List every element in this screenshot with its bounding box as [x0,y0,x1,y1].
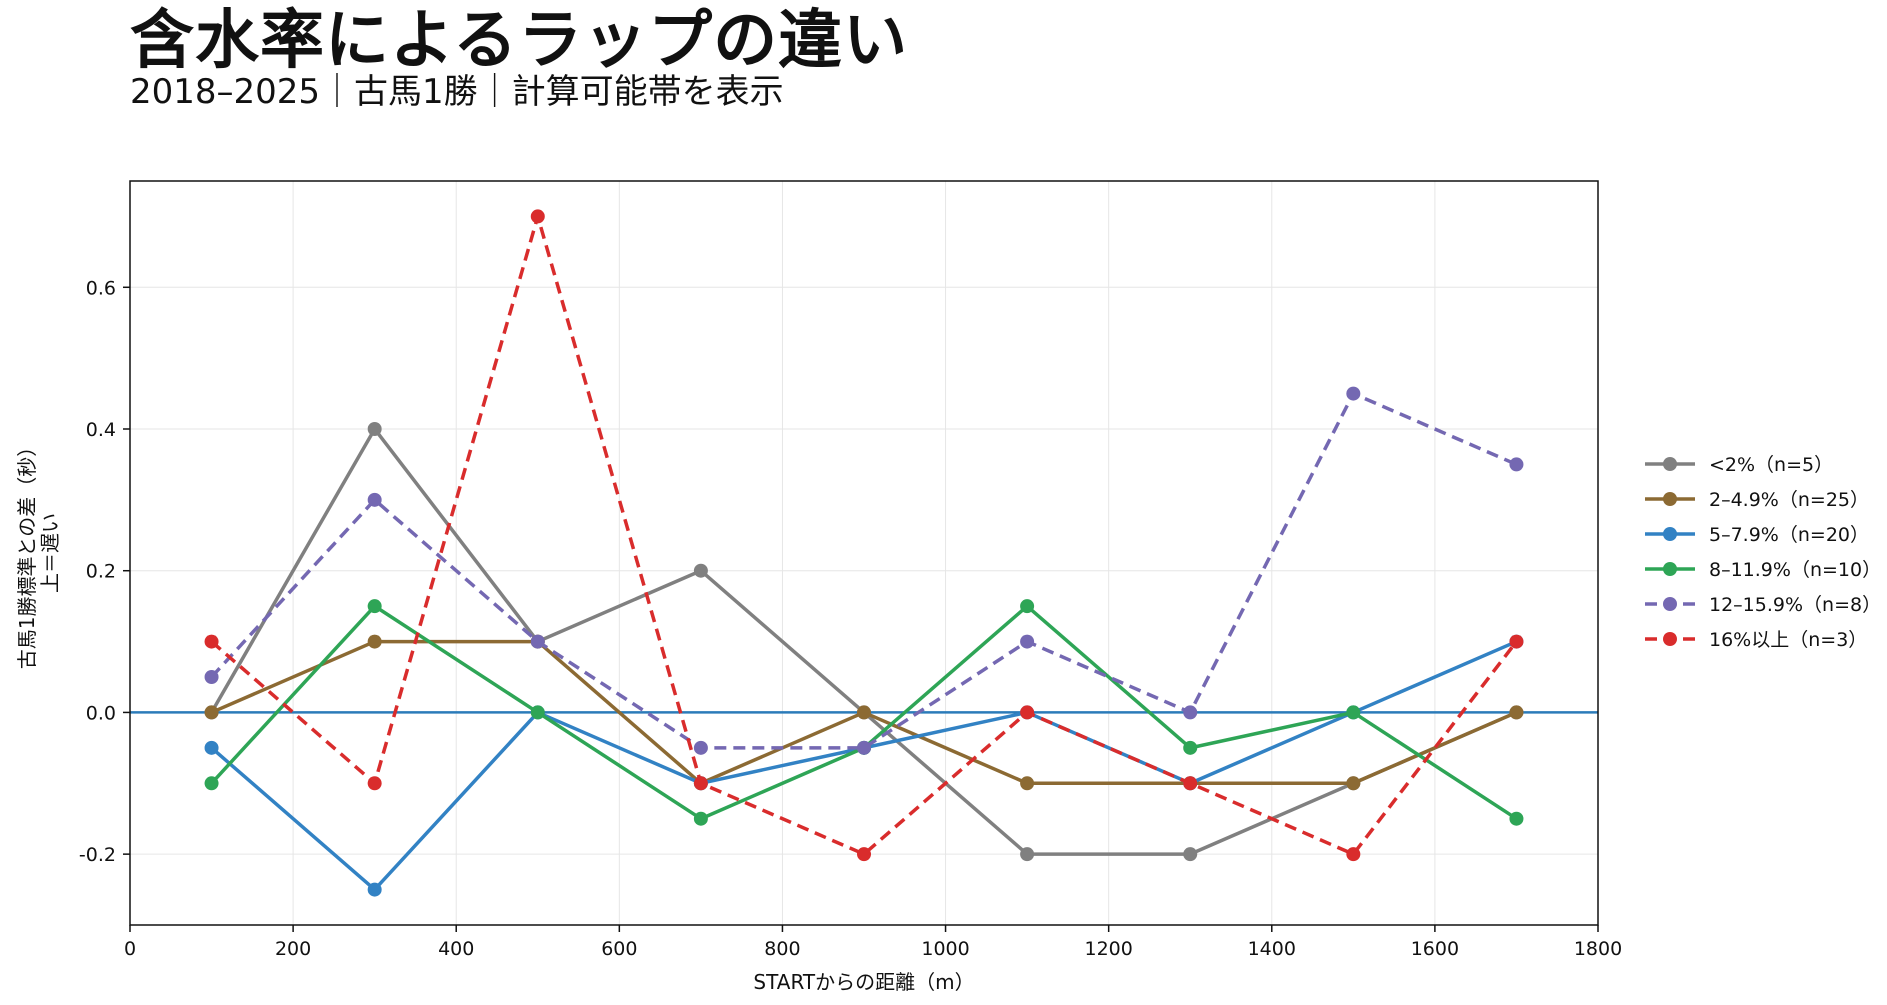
data-point [857,847,871,862]
data-point [1346,386,1361,401]
chart-title: 含水率によるラップの違い [130,4,909,78]
legend-label: 2–4.9%（n=25） [1709,489,1869,511]
data-point [204,670,219,684]
legend-item-2: 5–7.9%（n=20） [1645,524,1869,546]
x-tick-label: 400 [438,938,474,960]
data-point [1183,847,1198,862]
x-tick-label: 1800 [1574,938,1622,960]
legend-item-4: 12–15.9%（n=8） [1645,594,1881,616]
data-point [1183,776,1198,791]
chart-subtitle: 2018–2025｜古馬1勝｜計算可能帯を表示 [130,72,784,112]
legend-marker [1663,457,1677,471]
data-point [1020,599,1035,614]
y-tick-label: 0.2 [86,561,116,583]
data-point [1346,847,1361,862]
legend-item-0: <2%（n=5） [1645,454,1833,476]
y-axis-label-line2: 上＝遅い [38,513,62,593]
data-point [693,563,708,578]
plot-frame [129,180,1599,926]
series-group [204,209,1524,897]
x-tick-label: 1200 [1084,938,1132,960]
data-point [367,492,382,507]
data-point [857,705,871,720]
legend-label: <2%（n=5） [1709,454,1833,476]
data-point [693,811,708,826]
data-point [693,740,708,755]
data-point [1020,634,1035,649]
legend-marker [1663,492,1677,506]
x-tick-label: 0 [124,938,136,960]
data-point [1509,811,1524,826]
legend-item-1: 2–4.9%（n=25） [1645,489,1869,511]
legend-marker [1663,632,1677,646]
data-point [1020,847,1035,862]
y-tick-label: -0.2 [79,844,116,866]
series-5 [204,209,1524,862]
data-point [1183,740,1198,755]
y-axis-label-line1: 古馬1勝標準との差（秒） [15,437,39,670]
x-axis-ticks: 0 200 400 600 800 1000 1200 1400 1600 1800 [124,925,1622,960]
data-point [1509,705,1524,720]
legend-label: 5–7.9%（n=20） [1709,524,1869,546]
data-point [857,740,871,755]
series-line [210,391,1518,750]
data-point [204,634,219,649]
x-tick-label: 1000 [921,938,969,960]
data-point [204,705,219,720]
data-point [367,776,382,791]
data-point [1509,634,1524,649]
x-tick-label: 1600 [1411,938,1459,960]
x-tick-label: 1400 [1248,938,1296,960]
data-point [1020,776,1035,791]
y-tick-label: 0.4 [86,419,116,441]
data-point [530,209,545,224]
data-point [530,705,545,720]
y-tick-label: 0.0 [86,702,116,724]
series-line [210,214,1518,856]
data-point [367,599,382,614]
x-tick-label: 200 [275,938,311,960]
data-point [530,634,545,649]
data-point [693,776,708,791]
data-point [1346,705,1361,720]
data-point [367,634,382,649]
legend-item-3: 8–11.9%（n=10） [1645,559,1881,581]
legend-item-5: 16%以上（n=3） [1645,629,1867,651]
x-axis-label: STARTからの距離（m） [753,970,974,994]
data-point [367,882,382,897]
data-point [1346,776,1361,791]
legend-label: 12–15.9%（n=8） [1709,594,1881,616]
y-axis-ticks: -0.2 0.0 0.2 0.4 0.6 [79,277,130,866]
legend: <2%（n=5） 2–4.9%（n=25） 5–7.9%（n=20） 8–11.9%（… [1645,454,1881,651]
grid-lines [129,181,1599,925]
data-point [367,422,382,436]
data-point [1509,457,1524,472]
legend-label: 16%以上（n=3） [1709,629,1867,651]
x-tick-label: 600 [601,938,637,960]
data-point [1020,705,1035,720]
x-tick-label: 800 [764,938,800,960]
y-tick-label: 0.6 [86,277,116,299]
legend-marker [1663,597,1677,611]
data-point [204,740,219,755]
data-point [1183,705,1198,720]
series-4 [204,386,1524,755]
legend-label: 8–11.9%（n=10） [1709,559,1881,581]
legend-marker [1663,527,1677,541]
legend-marker [1663,562,1677,576]
data-point [204,776,219,791]
